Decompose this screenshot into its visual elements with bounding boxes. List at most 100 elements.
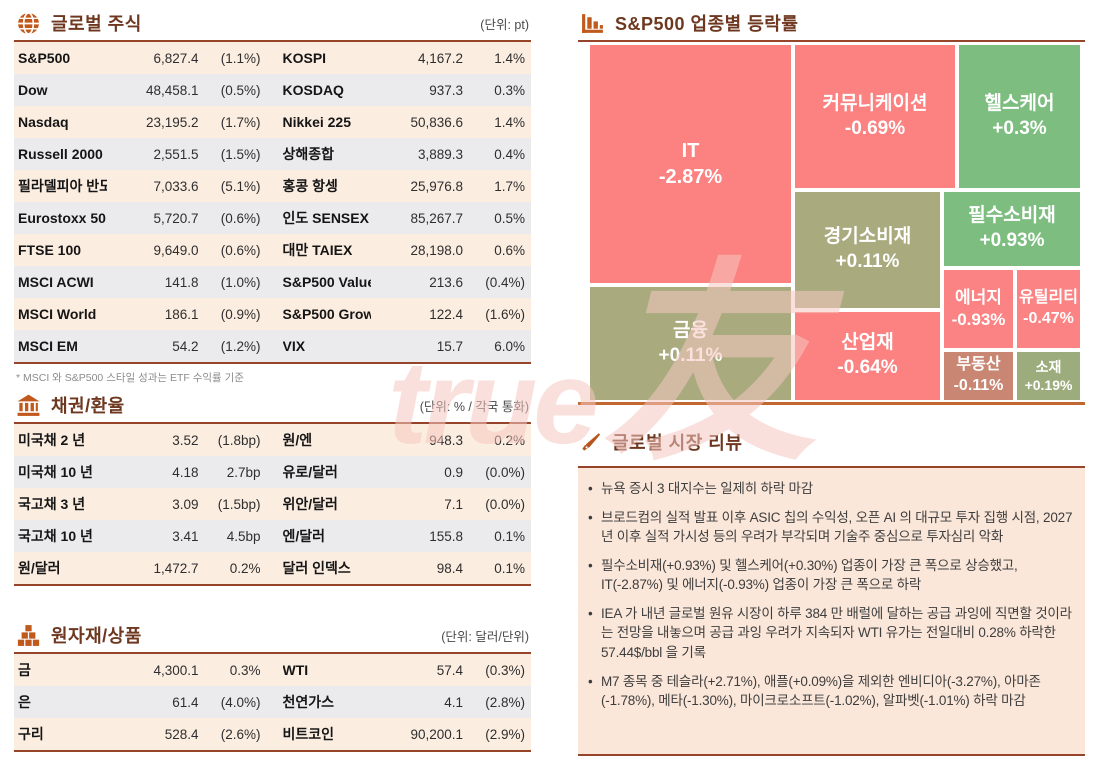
- treemap-cell: IT -2.87%: [588, 43, 793, 285]
- asset-label: 미국채 2 년: [18, 432, 86, 448]
- sector-name: 경기소비재: [823, 226, 912, 248]
- treemap-cell: 커뮤니케이션 -0.69%: [793, 43, 957, 190]
- asset-label: Eurostoxx 50: [18, 210, 106, 226]
- sector-change: +0.11%: [835, 251, 900, 272]
- treemap-cell: 유틸리티 -0.47%: [1015, 268, 1082, 350]
- sector-map-header: S&P500 업종별 등락률: [578, 6, 1085, 40]
- asset-change: 6.0%: [494, 338, 525, 354]
- row-right: 대만 TAIEX 28,198.0 0.6%: [283, 240, 526, 260]
- sector-change: -0.93%: [951, 310, 1006, 329]
- row-left: MSCI ACWI 141.8 (1.0%): [18, 274, 261, 290]
- table-bottom-rule: [14, 584, 531, 586]
- asset-change: (0.9%): [220, 306, 261, 322]
- asset-label: 달러 인덱스: [282, 560, 351, 576]
- asset-label: 은: [18, 694, 31, 710]
- asset-value: 2,551.5: [153, 146, 199, 162]
- header-rule: [14, 40, 531, 42]
- section-title: 글로벌 주식: [51, 14, 142, 34]
- header-rule: [14, 422, 531, 424]
- asset-value: 15.7: [436, 338, 463, 354]
- asset-label: 미국채 10 년: [18, 464, 93, 480]
- asset-label: VIX: [282, 338, 306, 354]
- asset-change: (5.1%): [220, 178, 261, 194]
- asset-value: 5,720.7: [153, 210, 199, 226]
- asset-change: (2.6%): [220, 726, 261, 742]
- row-left: 미국채 10 년 4.18 2.7bp: [18, 462, 261, 482]
- table-row: S&P500 6,827.4 (1.1%) KOSPI 4,167.2 1.4%: [14, 42, 531, 74]
- row-right: KOSPI 4,167.2 1.4%: [283, 50, 526, 66]
- table-row: MSCI World 186.1 (0.9%) S&P500 Growth 12…: [14, 298, 531, 330]
- asset-label: MSCI ACWI: [18, 274, 94, 290]
- asset-value: 4.1: [444, 694, 463, 710]
- row-left: Nasdaq 23,195.2 (1.7%): [18, 114, 261, 130]
- row-left: MSCI EM 54.2 (1.2%): [18, 338, 261, 354]
- asset-change: (2.9%): [485, 726, 525, 742]
- asset-value: 48,458.1: [145, 82, 199, 98]
- review-bullet: 필수소비재(+0.93%) 및 헬스케어(+0.30%) 업종이 가장 큰 폭으…: [588, 556, 1075, 595]
- row-left: 국고채 3 년 3.09 (1.5bp): [18, 494, 261, 514]
- asset-label: KOSPI: [282, 50, 327, 66]
- table-row: 은 61.4 (4.0%) 천연가스 4.1 (2.8%): [14, 686, 531, 718]
- asset-value: 25,976.8: [410, 178, 463, 194]
- asset-label: 구리: [18, 726, 44, 742]
- asset-label: MSCI World: [18, 306, 97, 322]
- row-right: 상해종합 3,889.3 0.4%: [283, 144, 526, 164]
- asset-change: (0.6%): [220, 210, 261, 226]
- asset-value: 186.1: [164, 306, 199, 322]
- asset-value: 6,827.4: [153, 50, 199, 66]
- asset-label: 필라델피아 반도체: [18, 178, 107, 194]
- asset-value: 3,889.3: [417, 146, 463, 162]
- row-right: 엔/달러 155.8 0.1%: [283, 526, 526, 546]
- asset-value: 937.3: [429, 82, 463, 98]
- asset-change: (1.6%): [485, 306, 525, 322]
- bank-icon: [16, 393, 41, 418]
- row-right: KOSDAQ 937.3 0.3%: [283, 82, 526, 98]
- row-right: Nikkei 225 50,836.6 1.4%: [283, 114, 526, 130]
- asset-change: (0.4%): [485, 274, 525, 290]
- sector-change: -0.11%: [953, 377, 1004, 394]
- sector-name: 헬스케어: [984, 92, 1055, 114]
- row-left: 금 4,300.1 0.3%: [18, 660, 261, 680]
- table-row: Russell 2000 2,551.5 (1.5%) 상해종합 3,889.3…: [14, 138, 531, 170]
- review-header: 글로벌 시장 리뷰: [578, 426, 1085, 458]
- asset-value: 948.3: [429, 432, 463, 448]
- sector-name: 산업재: [841, 332, 894, 354]
- asset-value: 4,167.2: [417, 50, 463, 66]
- gold-bars-icon: [16, 623, 41, 648]
- asset-label: 천연가스: [282, 694, 335, 710]
- asset-value: 28,198.0: [410, 242, 463, 258]
- asset-change: 0.5%: [494, 210, 525, 226]
- asset-label: 비트코인: [282, 726, 335, 742]
- asset-change: (1.5%): [220, 146, 261, 162]
- sector-change: +0.93%: [979, 230, 1045, 251]
- asset-change: 4.5bp: [226, 528, 261, 544]
- unit-label: (단위: % / 각국 통화): [419, 399, 529, 414]
- sector-change: -0.64%: [837, 357, 898, 378]
- table-row: Dow 48,458.1 (0.5%) KOSDAQ 937.3 0.3%: [14, 74, 531, 106]
- section-title: 글로벌 시장 리뷰: [612, 433, 743, 453]
- row-right: 홍콩 항셍 25,976.8 1.7%: [283, 176, 526, 196]
- header-rule: [14, 652, 531, 654]
- asset-value: 4.18: [172, 464, 199, 480]
- table-row: FTSE 100 9,649.0 (0.6%) 대만 TAIEX 28,198.…: [14, 234, 531, 266]
- bonds-fx-section: 채권/환율 (단위: % / 각국 통화) 미국채 2 년 3.52 (1.8b…: [14, 388, 531, 586]
- asset-label: 위안/달러: [282, 496, 338, 512]
- sector-name: 금융: [673, 319, 708, 341]
- treemap-cell: 금융 +0.11%: [588, 285, 793, 402]
- sector-change: +0.11%: [658, 344, 723, 366]
- row-right: 원/엔 948.3 0.2%: [283, 430, 526, 450]
- sector-change: -2.87%: [658, 166, 723, 188]
- asset-value: 528.4: [164, 726, 199, 742]
- asset-label: 금: [18, 662, 31, 678]
- table-row: Eurostoxx 50 5,720.7 (0.6%) 인도 SENSEX 85…: [14, 202, 531, 234]
- sector-change: -0.69%: [844, 117, 906, 139]
- table-bottom-rule: [14, 750, 531, 752]
- row-right: S&P500 Value 213.6 (0.4%): [283, 274, 526, 290]
- row-right: WTI 57.4 (0.3%): [283, 662, 526, 678]
- asset-change: (4.0%): [220, 694, 261, 710]
- asset-label: S&P500: [18, 50, 71, 66]
- row-right: 인도 SENSEX 85,267.7 0.5%: [283, 208, 526, 228]
- bonds-fx-table: 미국채 2 년 3.52 (1.8bp) 원/엔 948.3 0.2% 미국채 …: [14, 424, 531, 584]
- asset-change: 0.1%: [494, 528, 525, 544]
- treemap-cell: 산업재 -0.64%: [793, 310, 942, 402]
